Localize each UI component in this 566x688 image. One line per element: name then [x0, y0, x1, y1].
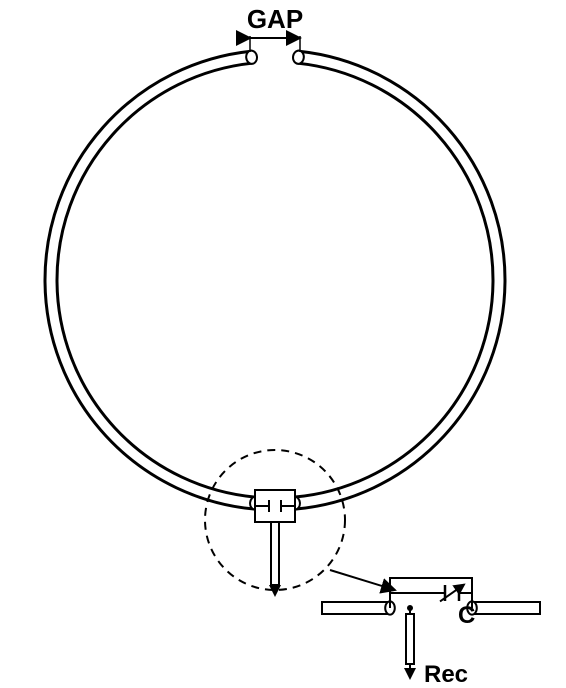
- gap-label: GAP: [247, 4, 303, 34]
- detail-tube-right: [472, 602, 540, 614]
- tube-endcap: [246, 50, 258, 64]
- callout-arrow: [330, 570, 395, 590]
- tube-endcap: [292, 50, 304, 64]
- receiver-label: Rec: [424, 661, 468, 688]
- detail-tube-left: [322, 602, 390, 614]
- loop-tube: [294, 51, 505, 509]
- feedline-coax: [271, 522, 279, 585]
- loop-antenna-diagram: GAP C Rec: [0, 0, 566, 688]
- loop-tube: [45, 51, 256, 509]
- detail-coax: [406, 614, 414, 664]
- capacitor-label: C: [458, 602, 475, 629]
